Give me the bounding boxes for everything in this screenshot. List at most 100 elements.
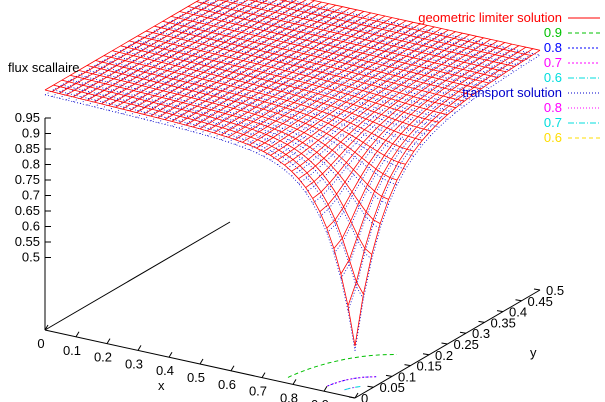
y-tick-mark bbox=[533, 288, 541, 291]
mesh-line bbox=[192, 14, 379, 128]
mesh-line bbox=[326, 48, 513, 234]
mesh-line bbox=[103, 60, 415, 157]
mesh-line bbox=[277, 37, 463, 166]
x-tick-label: 0.4 bbox=[156, 363, 174, 378]
mesh-line bbox=[277, 32, 463, 161]
mesh-line bbox=[145, 35, 456, 113]
y-tick-mark bbox=[496, 310, 504, 313]
mesh-line bbox=[51, 0, 210, 93]
x-tick-label: 0.3 bbox=[125, 356, 143, 371]
mesh-line bbox=[234, 28, 421, 145]
mesh-line bbox=[122, 0, 307, 110]
mesh-line bbox=[129, 0, 315, 112]
mesh-line bbox=[94, 0, 268, 103]
mesh-line bbox=[65, 0, 230, 96]
mesh-line bbox=[72, 0, 239, 98]
mesh-line bbox=[354, 49, 541, 347]
legend-label-4: 0.6 bbox=[544, 70, 562, 85]
legend: geometric limiter solution0.90.80.70.6tr… bbox=[418, 10, 600, 145]
mesh-line bbox=[333, 45, 520, 249]
x-tick-mark bbox=[75, 331, 80, 338]
mesh-line bbox=[256, 32, 442, 154]
y-tick-mark bbox=[441, 342, 448, 345]
y-tick-label: 0.35 bbox=[491, 315, 516, 330]
z-axis-label: flux scallaire bbox=[8, 60, 80, 75]
contour-line-6 bbox=[327, 376, 377, 387]
legend-label-1: 0.9 bbox=[544, 25, 562, 40]
x-axis-label: x bbox=[158, 378, 165, 393]
mesh-line bbox=[58, 0, 220, 94]
mesh-line bbox=[319, 46, 506, 217]
y-tick-mark bbox=[385, 374, 393, 377]
mesh-line bbox=[206, 17, 393, 132]
y-tick-mark bbox=[348, 396, 356, 399]
y-tick-mark bbox=[515, 299, 522, 302]
mesh-line bbox=[171, 14, 358, 127]
mesh-line bbox=[196, 6, 507, 78]
mesh-line bbox=[115, 0, 298, 108]
mesh-line bbox=[187, 10, 499, 83]
x-tick-mark bbox=[292, 379, 297, 385]
contour-lines bbox=[287, 354, 397, 391]
mesh-line bbox=[298, 37, 484, 180]
mesh-line bbox=[227, 26, 414, 143]
mesh-line bbox=[213, 18, 400, 134]
legend-label-5: transport solution bbox=[462, 85, 562, 100]
mesh-line bbox=[263, 29, 449, 152]
x-tick-mark bbox=[137, 345, 142, 351]
mesh-line bbox=[95, 64, 406, 170]
mesh-line bbox=[249, 31, 435, 151]
mesh-line bbox=[120, 50, 431, 136]
surface-0 bbox=[44, 0, 541, 347]
mesh-line bbox=[199, 15, 386, 130]
x-tick-label: 0 bbox=[37, 336, 44, 351]
mesh-line bbox=[70, 74, 381, 224]
mesh-line bbox=[249, 26, 435, 146]
mesh-line bbox=[53, 89, 364, 300]
z-tick-label: 0.6 bbox=[22, 219, 40, 234]
mesh-line bbox=[288, 0, 541, 56]
mesh-line bbox=[101, 0, 278, 105]
mesh-line bbox=[185, 12, 372, 126]
axes: 0.950.90.850.80.750.70.650.60.550.50 0.1 0… bbox=[15, 110, 564, 402]
mesh-line bbox=[234, 23, 421, 141]
mesh-line bbox=[108, 0, 288, 106]
mesh-line bbox=[162, 25, 473, 101]
mesh-line bbox=[291, 35, 477, 172]
mesh-line bbox=[87, 0, 259, 101]
y-tick-mark bbox=[478, 320, 485, 323]
mesh-line bbox=[154, 30, 465, 107]
mesh-line bbox=[79, 0, 249, 100]
y-tick-label: 0.4 bbox=[509, 305, 527, 320]
back-left-edge bbox=[44, 221, 231, 331]
mesh-line bbox=[150, 4, 336, 117]
x-tick-mark bbox=[230, 365, 235, 372]
y-tick-label: 0.25 bbox=[454, 337, 479, 352]
mesh-line bbox=[242, 29, 428, 148]
mesh-line bbox=[305, 39, 491, 188]
x-tick-label: 0.5 bbox=[187, 370, 205, 385]
mesh-line bbox=[171, 9, 358, 122]
mesh-line bbox=[326, 43, 513, 229]
mesh-line bbox=[220, 20, 407, 136]
z-tick-label: 0.65 bbox=[15, 203, 40, 218]
mesh-line bbox=[305, 43, 491, 193]
legend-label-7: 0.7 bbox=[544, 115, 562, 130]
contour-line-1 bbox=[287, 354, 397, 378]
mesh-line bbox=[270, 36, 456, 161]
x-tick-label: 0.7 bbox=[249, 384, 267, 399]
z-tick-label: 0.5 bbox=[22, 250, 40, 265]
mesh-line bbox=[178, 11, 365, 124]
mesh-line bbox=[164, 7, 351, 120]
y-tick-mark bbox=[404, 364, 411, 367]
mesh-line bbox=[291, 40, 477, 177]
legend-label-2: 0.8 bbox=[544, 40, 562, 55]
mesh-line bbox=[44, 89, 356, 347]
mesh-line bbox=[86, 69, 398, 186]
x-tick-mark bbox=[168, 351, 173, 358]
mesh-line bbox=[242, 25, 428, 143]
y-tick-label: 0.5 bbox=[546, 283, 564, 298]
x-tick-label: 0.1 bbox=[63, 343, 81, 358]
legend-label-3: 0.7 bbox=[544, 55, 562, 70]
z-tick-label: 0.55 bbox=[15, 234, 40, 249]
